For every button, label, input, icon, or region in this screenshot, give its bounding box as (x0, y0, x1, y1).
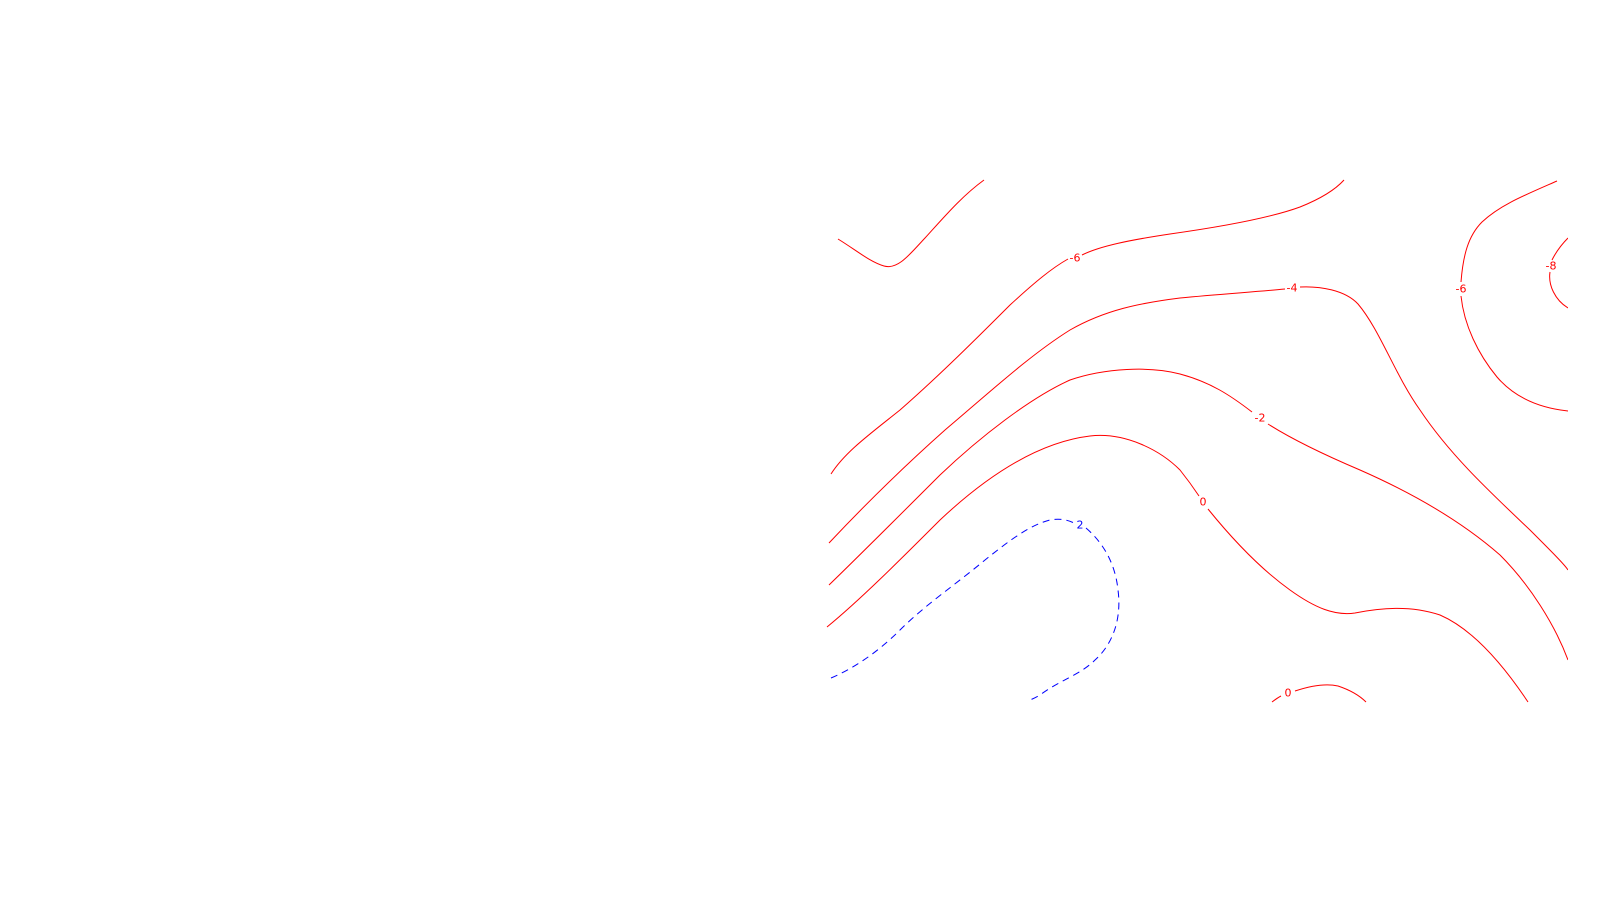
contour-label-neg6-east: -6 (1456, 283, 1467, 296)
contour-line-neg6-east (1460, 180, 1568, 412)
contour-line-neg6-nw (837, 179, 985, 268)
contour-label-neg8: -8 (1546, 260, 1557, 273)
contour-line-neg8 (1549, 237, 1568, 309)
contour-label-neg6-main: -6 (1070, 252, 1081, 265)
contour-label-zero-main: 0 (1200, 496, 1207, 509)
contour-line-zero-south (1271, 684, 1367, 703)
contour-layer (826, 179, 1568, 703)
contour-label-neg4: -4 (1287, 282, 1298, 295)
contour-line-neg6-main (830, 179, 1345, 475)
contour-label-zero-south: 0 (1285, 687, 1292, 700)
contour-line-neg2 (828, 368, 1568, 661)
contour-line-neg4 (828, 286, 1568, 571)
contour-label-neg2: -2 (1255, 412, 1266, 425)
contour-labels: -6 -4 -2 0 2 -6 -8 0 (1070, 252, 1557, 700)
contour-label-pos2: 2 (1077, 519, 1084, 532)
contour-line-zero-main (826, 434, 1529, 703)
contour-line-pos2 (830, 518, 1120, 702)
